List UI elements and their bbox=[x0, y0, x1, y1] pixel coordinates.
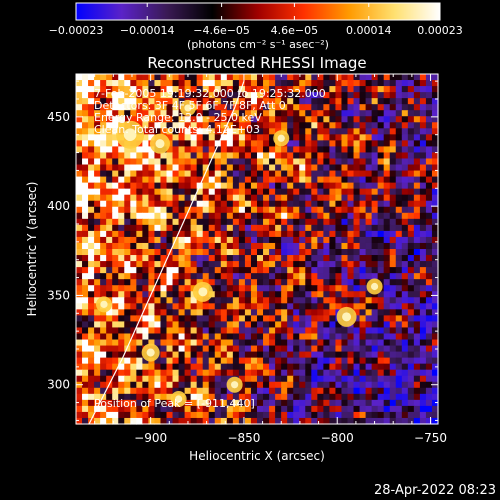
hot-spot-core bbox=[342, 312, 352, 322]
x-tick-label: −750 bbox=[414, 431, 447, 445]
hot-spot-core bbox=[146, 348, 155, 357]
x-axis-label: Heliocentric X (arcsec) bbox=[189, 449, 325, 463]
y-tick-label: 350 bbox=[47, 288, 70, 302]
hot-spot-core bbox=[100, 300, 108, 308]
hot-spot-core bbox=[198, 287, 208, 297]
plot-frame bbox=[75, 73, 439, 425]
y-axis-label: Heliocentric Y (arcsec) bbox=[25, 182, 39, 317]
annotation-line: Clean. Total counts: 4.12E+03 bbox=[94, 123, 260, 136]
annotation-line: 7-Feb-2005 19:19:32.000 to 19:25:32.000 bbox=[94, 87, 326, 100]
y-tick-label: 450 bbox=[47, 110, 70, 124]
hot-spot-core bbox=[184, 104, 192, 112]
chart-title: Reconstructed RHESSI Image bbox=[147, 54, 366, 72]
annotation-line: Energy Range: 12.0 - 25.0 keV bbox=[94, 111, 262, 124]
x-tick-label: −850 bbox=[227, 431, 260, 445]
hot-spot-core bbox=[277, 134, 285, 142]
colorbar-tick-label: −0.00023 bbox=[49, 24, 104, 37]
peak-position-label: Position of Peak = [-911,440] bbox=[94, 397, 255, 410]
x-tick-label: −900 bbox=[134, 431, 167, 445]
hot-spot-core bbox=[231, 381, 239, 389]
hot-spot-core bbox=[155, 139, 165, 149]
hot-spot-core bbox=[175, 395, 183, 403]
annotation-line: Detectors: 3F 4F 5F 6F 7F 8F, Att 0 bbox=[94, 99, 286, 112]
hot-spot-core bbox=[370, 282, 379, 291]
colorbar bbox=[75, 2, 441, 21]
hot-spot-core bbox=[123, 128, 137, 142]
solar-limb-curve bbox=[88, 80, 245, 425]
timestamp: 28-Apr-2022 08:23 bbox=[374, 483, 496, 498]
colorbar-tick-label: 0.00023 bbox=[417, 24, 463, 37]
colorbar-tick-label: 4.6e−05 bbox=[271, 24, 318, 37]
y-tick-label: 400 bbox=[47, 199, 70, 213]
colorbar-tick-label: 0.00014 bbox=[346, 24, 392, 37]
colorbar-tick-label: −4.6e−05 bbox=[193, 24, 250, 37]
y-tick-label: 300 bbox=[47, 378, 70, 392]
x-tick-label: −800 bbox=[321, 431, 354, 445]
colorbar-tick-label: −0.00014 bbox=[120, 24, 175, 37]
colorbar-unit-label: (photons cm⁻² s⁻¹ asec⁻²) bbox=[187, 38, 329, 51]
